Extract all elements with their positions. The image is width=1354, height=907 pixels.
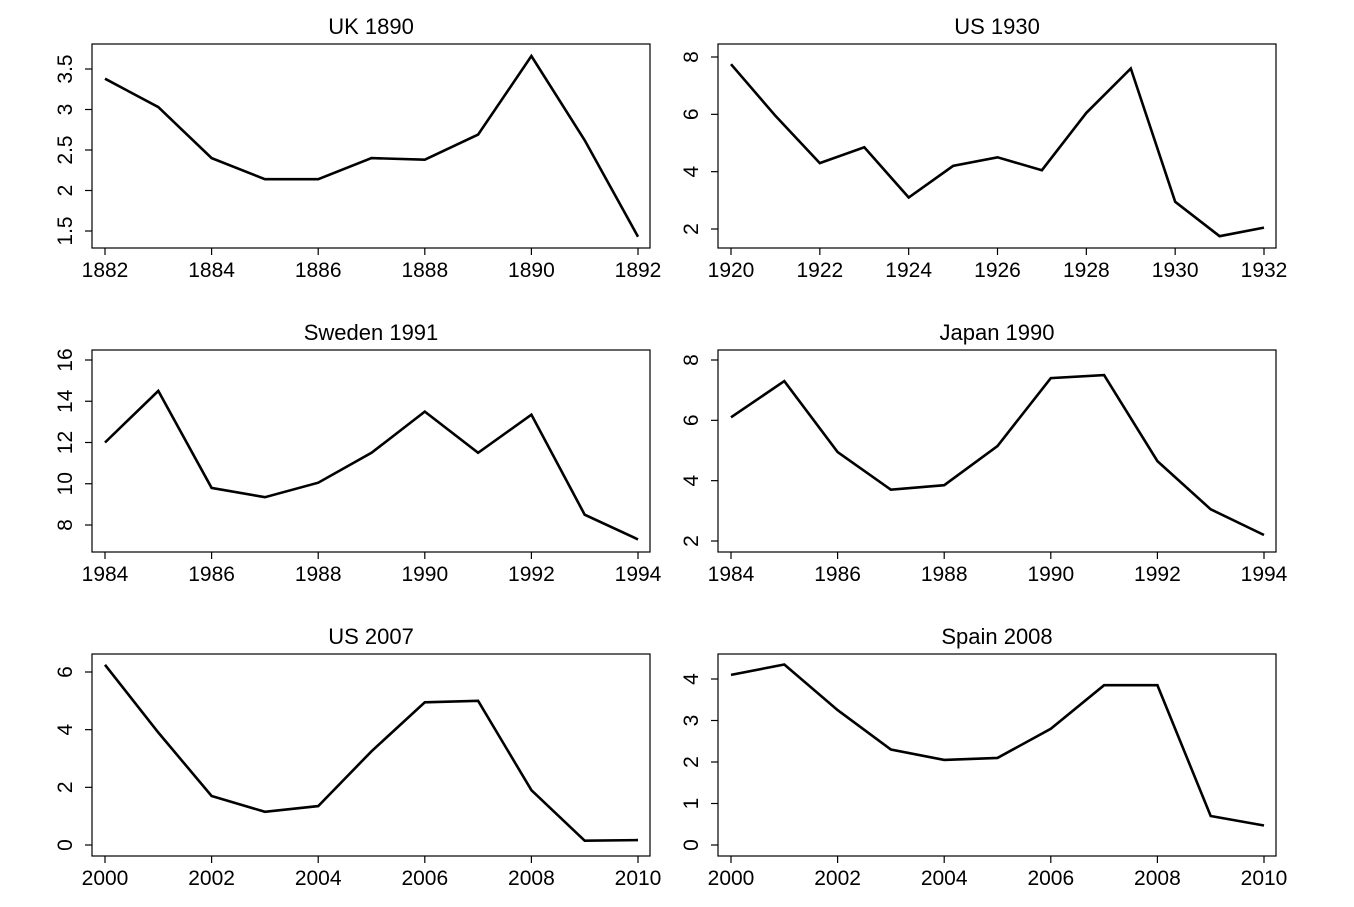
- chart-title: Sweden 1991: [304, 320, 439, 345]
- x-tick-label: 1994: [1241, 563, 1288, 586]
- x-tick-label: 1926: [974, 259, 1021, 282]
- x-tick-label: 1990: [401, 563, 448, 586]
- x-tick-label: 2004: [921, 867, 968, 890]
- chart-panel-4: Japan 1990 1984 1986 1988 1990 1992 1994 2 4 6 8: [680, 320, 1288, 586]
- x-tick-label: 1984: [82, 563, 129, 586]
- series-line: [104, 53, 640, 238]
- x-tick-label: 2010: [1241, 867, 1288, 890]
- x-tick-label: 1882: [82, 259, 129, 282]
- x-tick-label: 1994: [615, 563, 662, 586]
- x-tick-label: 1986: [188, 563, 235, 586]
- y-tick-label: 12: [54, 431, 77, 454]
- y-tick-label: 3.5: [54, 54, 77, 83]
- x-tick-label: 1988: [295, 563, 342, 586]
- plot-frame: [91, 43, 651, 249]
- x-tick-label: 1890: [508, 259, 555, 282]
- y-tick-label: 2: [54, 185, 77, 197]
- y-tick-label: 8: [680, 51, 703, 63]
- x-tick-label: 2000: [708, 867, 755, 890]
- x-tick-label: 1920: [708, 259, 755, 282]
- series-line: [730, 663, 1265, 827]
- y-tick-label: 14: [54, 389, 77, 413]
- y-tick-label: 1.5: [54, 216, 77, 245]
- chart-title: Japan 1990: [940, 320, 1055, 345]
- x-tick-label: 1888: [401, 259, 448, 282]
- x-tick-label: 1930: [1152, 259, 1199, 282]
- x-tick-label: 1886: [295, 259, 342, 282]
- chart-panel-5: US 2007 2000 2002 2004 2006 2008 2010 0 2 4 6: [54, 624, 661, 890]
- x-tick-label: 1992: [1134, 563, 1181, 586]
- x-tick-label: 1884: [188, 259, 235, 282]
- chart-title: Spain 2008: [941, 624, 1052, 649]
- y-tick-label: 4: [680, 166, 703, 178]
- y-tick-label: 6: [680, 414, 703, 426]
- chart-panel-1: UK 1890 1882 1884 1886 1888 1890 1892 1.5 2 2.5 3 3…: [54, 14, 661, 282]
- chart-title: US 2007: [328, 624, 414, 649]
- plot-frame: [91, 653, 651, 857]
- x-tick-label: 2006: [1027, 867, 1074, 890]
- y-tick-label: 1: [680, 798, 703, 810]
- x-tick-label: 1924: [885, 259, 932, 282]
- x-tick-label: 2008: [508, 867, 555, 890]
- y-tick-label: 16: [54, 348, 77, 371]
- x-tick-label: 1986: [814, 563, 861, 586]
- x-tick-label: 2010: [615, 867, 662, 890]
- plot-frame: [717, 349, 1277, 553]
- x-tick-label: 2002: [814, 867, 861, 890]
- x-tick-label: 1988: [921, 563, 968, 586]
- y-tick-label: 8: [680, 354, 703, 366]
- plot-frame: [717, 43, 1277, 249]
- chart-panel-2: US 1930 1920 1922 1924 1926 1928 1930 1932 2 4 6 8: [680, 14, 1287, 282]
- plot-frame: [717, 653, 1277, 857]
- x-tick-label: 2004: [295, 867, 342, 890]
- x-tick-label: 1984: [708, 563, 755, 586]
- chart-title: UK 1890: [328, 14, 414, 39]
- series-line: [730, 373, 1265, 537]
- x-tick-label: 1990: [1027, 563, 1074, 586]
- y-tick-label: 8: [54, 519, 77, 531]
- y-tick-label: 4: [680, 475, 703, 487]
- x-tick-label: 1932: [1241, 259, 1288, 282]
- x-tick-label: 2000: [82, 867, 129, 890]
- x-tick-label: 1992: [508, 563, 555, 586]
- y-tick-label: 6: [680, 108, 703, 120]
- y-tick-label: 3: [680, 715, 703, 727]
- series-line: [730, 63, 1265, 238]
- series-line: [103, 663, 639, 843]
- y-tick-label: 2: [680, 756, 703, 768]
- x-tick-label: 2008: [1134, 867, 1181, 890]
- plot-frame: [91, 349, 651, 553]
- y-tick-label: 2: [680, 535, 703, 547]
- y-tick-label: 0: [54, 839, 77, 851]
- x-tick-label: 1922: [796, 259, 843, 282]
- y-tick-label: 4: [680, 673, 703, 685]
- y-tick-label: 0: [680, 839, 703, 851]
- y-tick-label: 2.5: [54, 135, 77, 164]
- y-tick-label: 10: [54, 472, 77, 495]
- y-tick-label: 4: [54, 724, 77, 736]
- x-tick-label: 1928: [1063, 259, 1110, 282]
- y-tick-label: 2: [680, 223, 703, 235]
- chart-panel-3: Sweden 1991 1984 1986 1988 1990 1992 1994 8 10 12…: [54, 320, 662, 586]
- chart-title: US 1930: [954, 14, 1040, 39]
- x-tick-label: 2002: [188, 867, 235, 890]
- chart-panel-6: Spain 2008 2000 2002 2004 2006 2008 2010 0 1 2 3 4: [680, 624, 1287, 890]
- y-tick-label: 3: [54, 104, 77, 116]
- x-tick-label: 1892: [615, 259, 662, 282]
- y-tick-label: 6: [54, 666, 77, 678]
- series-line: [104, 388, 639, 541]
- x-tick-label: 2006: [401, 867, 448, 890]
- y-tick-label: 2: [54, 781, 77, 793]
